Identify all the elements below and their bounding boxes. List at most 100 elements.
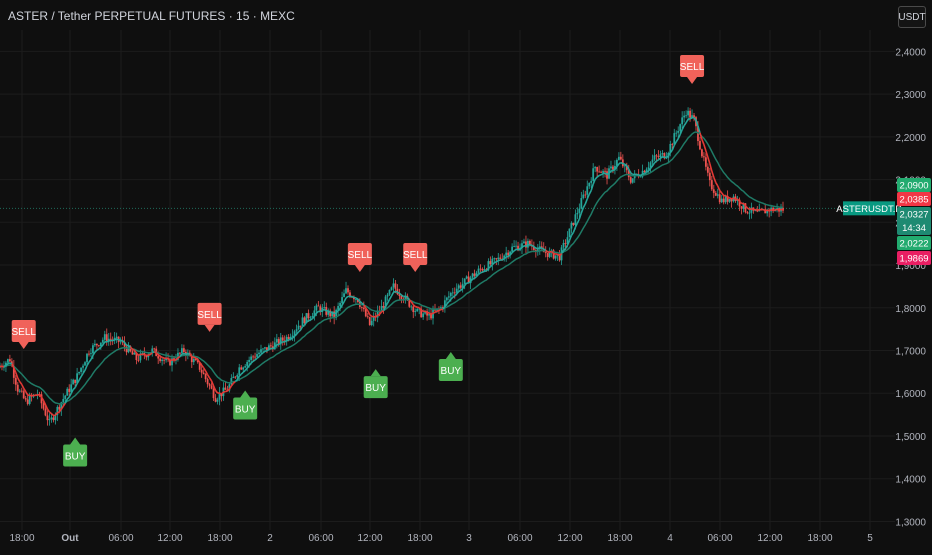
candle-body <box>592 168 594 181</box>
fast-average-segment <box>542 248 544 249</box>
candle-body <box>159 359 161 361</box>
x-axis-label: Out <box>61 533 79 544</box>
candle-body <box>116 337 118 338</box>
candle-body <box>448 296 450 297</box>
candle-body <box>414 311 416 312</box>
fast-average-segment <box>57 412 59 413</box>
candle-body <box>238 367 240 375</box>
fast-average-segment <box>162 357 164 358</box>
x-axis-label: 5 <box>867 533 873 544</box>
candle-body <box>304 317 306 323</box>
candle-body <box>25 398 27 399</box>
x-axis-label: 06:00 <box>308 533 333 544</box>
candle-body <box>262 349 264 350</box>
candle-body <box>563 243 565 247</box>
buy-signal-text: BUY <box>65 452 86 463</box>
candle-body <box>580 198 582 209</box>
candle-body <box>161 360 163 361</box>
candle-body <box>507 253 509 256</box>
x-axis-label: 18:00 <box>407 533 432 544</box>
fast-average-segment <box>734 198 736 199</box>
candle-body <box>573 223 575 225</box>
candle-body <box>90 353 92 354</box>
fast-average-segment <box>378 314 380 315</box>
candle-body <box>472 274 474 278</box>
candle-body <box>15 378 17 385</box>
candle-body <box>163 360 165 361</box>
candle-body <box>80 368 82 372</box>
fast-average-segment <box>623 164 625 165</box>
fast-average-segment <box>732 198 734 199</box>
candle-body <box>713 189 715 193</box>
candle-body <box>484 269 486 270</box>
fast-average-segment <box>747 208 749 209</box>
fast-average-segment <box>308 320 310 321</box>
candle-body <box>576 213 578 214</box>
candle-body <box>474 274 476 276</box>
fast-average-segment <box>433 312 435 313</box>
candle-body <box>240 367 242 369</box>
candle-body <box>207 379 209 384</box>
x-axis-label: 06:00 <box>507 533 532 544</box>
fast-average-segment <box>405 296 407 297</box>
price-label-text: 2,0900 <box>899 181 928 192</box>
countdown-text: 14:34 <box>902 223 926 234</box>
candle-body <box>7 359 9 363</box>
candle-body <box>92 345 94 353</box>
candle-body <box>721 199 723 203</box>
fast-average-segment <box>779 209 781 210</box>
candle-body <box>355 299 357 300</box>
fast-average-segment <box>132 349 134 350</box>
x-axis-label: 12:00 <box>157 533 182 544</box>
fast-average-segment <box>97 349 99 350</box>
candle-body <box>308 313 310 318</box>
fast-average-segment <box>554 254 556 255</box>
candle-body <box>493 258 495 259</box>
x-axis-label: 12:00 <box>357 533 382 544</box>
candle-body <box>677 131 679 133</box>
candle-body <box>58 407 60 410</box>
fast-average-segment <box>395 291 397 292</box>
x-axis-label: 06:00 <box>108 533 133 544</box>
candle-body <box>495 258 497 259</box>
candle-body <box>699 141 701 149</box>
candle-body <box>270 345 272 346</box>
price-label-text: 2,0385 <box>899 195 928 206</box>
candle-body <box>23 391 25 398</box>
candle-body <box>482 269 484 271</box>
candle-body <box>478 269 480 273</box>
candle-body <box>422 314 424 318</box>
fast-average-segment <box>352 297 354 298</box>
fast-average-segment <box>393 291 395 292</box>
candle-body <box>618 157 620 160</box>
chart-title: ASTER / Tether PERPETUAL FUTURES · 15 · … <box>8 9 295 23</box>
fast-average-segment <box>494 262 496 263</box>
fast-average-segment <box>544 249 546 250</box>
candle-body <box>339 303 341 306</box>
x-axis-label: 18:00 <box>9 533 34 544</box>
candle-body <box>300 326 302 327</box>
candle-body <box>600 172 602 173</box>
candle-body <box>515 246 517 247</box>
candle-body <box>17 385 19 392</box>
candle-body <box>282 337 284 340</box>
candle-body <box>68 389 70 392</box>
candle-body <box>134 353 136 355</box>
candle-body <box>47 415 49 420</box>
candle-body <box>454 292 456 293</box>
candle-body <box>104 334 106 340</box>
fast-average-segment <box>115 339 117 340</box>
candle-body <box>389 290 391 295</box>
currency-button[interactable]: USDT <box>898 6 926 28</box>
candle-body <box>571 223 573 229</box>
candle-body <box>86 354 88 362</box>
fast-average-segment <box>431 313 433 314</box>
candle-body <box>138 360 140 361</box>
price-label-text: 1,9869 <box>899 254 928 265</box>
candle-body <box>656 155 658 156</box>
candle-body <box>547 253 549 257</box>
candle-body <box>709 173 711 180</box>
